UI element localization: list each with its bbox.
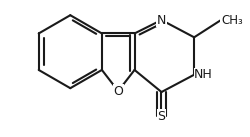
Text: N: N xyxy=(156,14,166,27)
Text: NH: NH xyxy=(193,68,212,81)
Text: O: O xyxy=(113,85,123,98)
Text: CH₃: CH₃ xyxy=(220,14,242,27)
Text: S: S xyxy=(157,109,165,122)
